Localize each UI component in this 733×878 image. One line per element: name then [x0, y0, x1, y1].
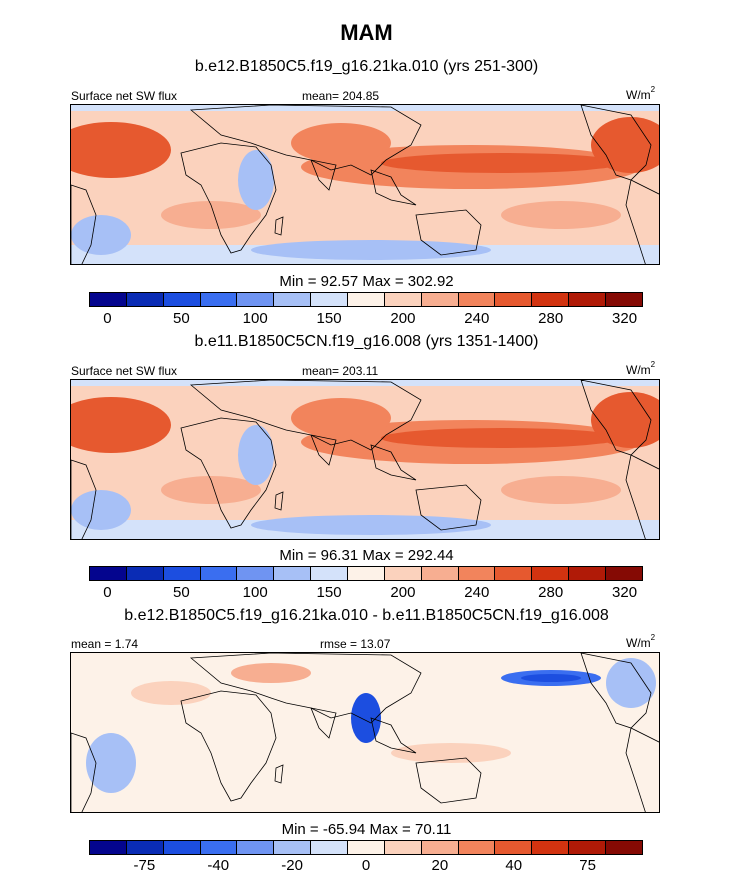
colorbar-label: 320 — [612, 310, 638, 327]
colorbar-cell — [348, 841, 385, 854]
panel-2-colorbar — [89, 566, 643, 581]
colorbar-cell — [458, 567, 496, 580]
colorbar-cell — [421, 293, 459, 306]
panel-1-units: W/m2 — [626, 85, 656, 102]
colorbar-label: 280 — [538, 310, 564, 327]
colorbar-cell — [384, 841, 422, 854]
colorbar-cell — [495, 293, 533, 306]
colorbar-cell — [274, 293, 312, 306]
colorbar-cell — [90, 567, 127, 580]
colorbar-cell — [348, 567, 385, 580]
colorbar-cell — [348, 293, 385, 306]
colorbar-cell — [90, 841, 127, 854]
colorbar-label: 200 — [390, 584, 416, 601]
colorbar-label: 0 — [361, 857, 371, 874]
panel-2-colorbar-labels: 0 50 100 150 200 240 280 320 — [89, 584, 643, 602]
panel-1-mean-label: mean= 204.85 — [302, 89, 380, 103]
colorbar-cell — [163, 293, 201, 306]
colorbar-cell — [126, 293, 164, 306]
colorbar-cell — [126, 841, 164, 854]
panel-1-minmax: Min = 92.57 Max = 302.92 — [279, 273, 454, 290]
colorbar-cell — [458, 293, 496, 306]
colorbar-label: 150 — [316, 310, 342, 327]
panel-1-map — [70, 104, 660, 265]
colorbar-cell — [311, 567, 349, 580]
colorbar-label: 100 — [242, 310, 268, 327]
panel-1-colorbar-labels: 0 50 100 150 200 240 280 320 — [89, 310, 643, 328]
panel-1-variable-label: Surface net SW flux — [71, 89, 178, 103]
panel-3-colorbar-labels: -75 -40 -20 0 20 40 75 — [89, 857, 643, 875]
colorbar-label: -20 — [281, 857, 303, 874]
colorbar-cell — [200, 567, 238, 580]
panel-1-colorbar — [89, 292, 643, 307]
colorbar-label: 20 — [431, 857, 449, 874]
colorbar-label: 0 — [103, 584, 112, 601]
panel-3-title: b.e12.B1850C5.f19_g16.21ka.010 - b.e11.B… — [124, 607, 609, 624]
colorbar-label: 100 — [242, 584, 268, 601]
colorbar-label: 75 — [579, 857, 596, 874]
colorbar-cell — [495, 841, 533, 854]
colorbar-cell — [421, 841, 459, 854]
colorbar-cell — [569, 841, 607, 854]
colorbar-label: 50 — [172, 584, 190, 601]
colorbar-cell — [532, 567, 570, 580]
figure-title: MAM — [340, 20, 393, 45]
colorbar-cell — [495, 567, 533, 580]
colorbar-label: 240 — [464, 584, 490, 601]
panel-3-colorbar — [89, 840, 643, 855]
colorbar-label: 50 — [172, 310, 190, 327]
panel-2-variable-label: Surface net SW flux — [71, 364, 178, 378]
colorbar-cell — [421, 567, 459, 580]
colorbar-cell — [532, 841, 570, 854]
colorbar-label: 280 — [538, 584, 564, 601]
colorbar-cell — [274, 841, 312, 854]
panel-3-minmax: Min = -65.94 Max = 70.11 — [281, 821, 452, 838]
colorbar-cell — [200, 293, 238, 306]
panel-3-mean-label: mean = 1.74 — [71, 637, 139, 651]
colorbar-cell — [311, 293, 349, 306]
panel-2-mean-label: mean= 203.11 — [302, 364, 379, 378]
panel-3-map — [70, 652, 660, 813]
colorbar-cell — [606, 841, 642, 854]
colorbar-label: 320 — [612, 584, 638, 601]
panel-2-units: W/m2 — [626, 360, 656, 377]
colorbar-cell — [384, 567, 422, 580]
colorbar-cell — [163, 567, 201, 580]
colorbar-label: 200 — [390, 310, 416, 327]
colorbar-label: 150 — [316, 584, 342, 601]
colorbar-cell — [532, 293, 570, 306]
colorbar-cell — [311, 841, 349, 854]
panel-1-title: b.e12.B1850C5.f19_g16.21ka.010 (yrs 251-… — [194, 58, 539, 75]
colorbar-cell — [126, 567, 164, 580]
panel-2-title: b.e11.B1850C5CN.f19_g16.008 (yrs 1351-14… — [194, 333, 539, 350]
colorbar-cell — [274, 567, 312, 580]
colorbar-cell — [569, 567, 607, 580]
panel-2-map — [70, 379, 660, 540]
panel-2-minmax: Min = 96.31 Max = 292.44 — [279, 547, 454, 564]
colorbar-cell — [569, 293, 607, 306]
colorbar-label: 240 — [464, 310, 490, 327]
colorbar-cell — [384, 293, 422, 306]
colorbar-label: -40 — [207, 857, 230, 874]
colorbar-cell — [200, 841, 238, 854]
colorbar-cell — [237, 841, 275, 854]
colorbar-label: 0 — [103, 310, 112, 327]
colorbar-cell — [163, 841, 201, 854]
colorbar-cell — [237, 567, 275, 580]
colorbar-cell — [606, 567, 642, 580]
colorbar-label: 40 — [505, 857, 523, 874]
colorbar-cell — [237, 293, 275, 306]
colorbar-label: -75 — [133, 857, 156, 874]
panel-3-rmse-label: rmse = 13.07 — [320, 637, 391, 651]
panel-3-units: W/m2 — [626, 633, 656, 650]
colorbar-cell — [458, 841, 496, 854]
colorbar-cell — [90, 293, 127, 306]
colorbar-cell — [606, 293, 642, 306]
